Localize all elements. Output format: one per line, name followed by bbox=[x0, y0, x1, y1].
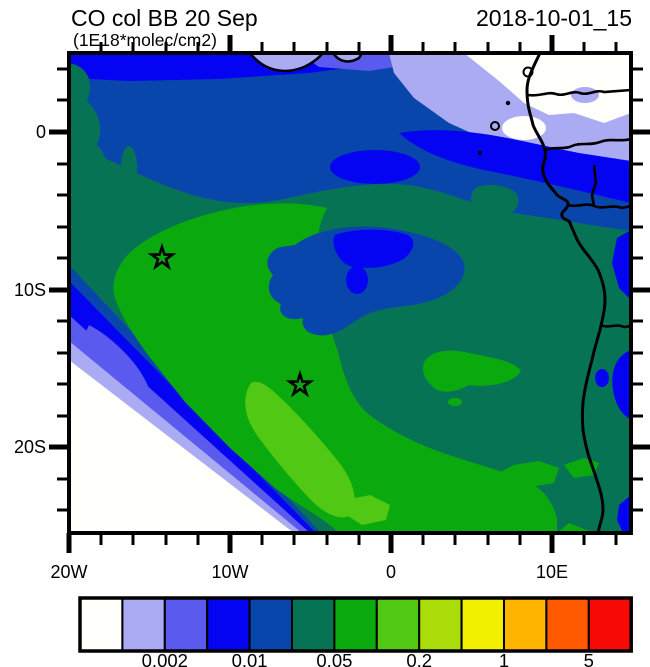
region-white-southwest bbox=[69, 360, 294, 533]
region-blue-spot-coast bbox=[595, 369, 609, 387]
region-teal-finger bbox=[154, 185, 174, 221]
island-sao-tome bbox=[490, 121, 500, 131]
border-line bbox=[599, 323, 631, 329]
region-blue-edge-patch bbox=[612, 230, 631, 300]
x-axis-minor-ticks-bottom bbox=[99, 533, 618, 545]
coastline-africa bbox=[525, 53, 607, 533]
colorbar-label-02: 0.2 bbox=[406, 650, 432, 667]
colorbar-cells bbox=[79, 597, 633, 652]
timestamp-label: 2018-10-01_15 bbox=[476, 5, 632, 31]
colorbar-labels: 0.002 0.01 0.05 0.2 1 5 bbox=[142, 650, 594, 667]
border-line bbox=[527, 88, 631, 97]
region-white-northeast bbox=[464, 53, 631, 123]
map-contour-regions bbox=[69, 53, 631, 533]
border-line bbox=[590, 164, 598, 207]
colorbar-cell bbox=[163, 597, 209, 652]
region-lavender-pocket bbox=[571, 87, 599, 103]
colorbar-label-1: 1 bbox=[499, 650, 509, 667]
region-blue-core bbox=[333, 229, 414, 268]
colorbar-cell bbox=[460, 597, 506, 652]
region-blue-spot bbox=[330, 150, 420, 184]
y-axis-minor-ticks-left bbox=[57, 67, 69, 512]
colorbar-cell bbox=[375, 597, 421, 652]
border-line bbox=[567, 203, 631, 210]
region-teal-patch-coast bbox=[471, 184, 519, 219]
colorbar: 0.002 0.01 0.05 0.2 1 5 bbox=[78, 596, 633, 667]
colorbar-label-5: 5 bbox=[584, 650, 594, 667]
region-white-patch bbox=[502, 116, 546, 140]
coastline-west-africa-dip bbox=[331, 53, 364, 63]
region-brightgreen-patch bbox=[345, 495, 390, 525]
colorbar-cell bbox=[248, 597, 294, 652]
y-axis-minor-ticks-right bbox=[631, 67, 643, 512]
border-line bbox=[544, 137, 631, 152]
region-blue-right-band bbox=[399, 130, 631, 203]
region-teal-left-fingers bbox=[69, 63, 112, 294]
region-teal-finger bbox=[121, 146, 137, 190]
star-marker-1 bbox=[147, 242, 177, 271]
y-axis-major-ticks-left bbox=[49, 129, 69, 450]
y-tick-label-10s: 10S bbox=[14, 280, 46, 300]
region-green-plume bbox=[113, 203, 557, 533]
x-tick-label-10e: 10E bbox=[536, 562, 568, 582]
colorbar-cell bbox=[121, 597, 166, 652]
colorbar-label-001: 0.01 bbox=[232, 650, 268, 667]
island-annobon bbox=[477, 150, 483, 156]
region-green-whale-blob bbox=[422, 350, 521, 392]
colorbar-label-005: 0.05 bbox=[316, 650, 352, 667]
region-green-patch-southeast bbox=[489, 461, 559, 488]
x-axis-major-ticks-top bbox=[227, 35, 555, 53]
region-blue-edge-patch bbox=[612, 350, 631, 420]
station-markers bbox=[147, 242, 315, 398]
colorbar-cell bbox=[206, 597, 251, 652]
region-brightgreen-core bbox=[245, 381, 355, 518]
island-principe bbox=[505, 100, 511, 106]
x-axis-major-ticks-bottom bbox=[66, 533, 555, 553]
island-bioko bbox=[522, 66, 534, 78]
region-green-wedge-bottom bbox=[557, 523, 594, 533]
axis-ticks bbox=[49, 35, 650, 553]
y-tick-label-20s: 20S bbox=[14, 437, 46, 457]
region-blue-edge-patch bbox=[617, 495, 631, 533]
colorbar-cell bbox=[503, 597, 548, 652]
x-axis-minor-ticks-top bbox=[99, 42, 618, 53]
colorbar-cell bbox=[79, 597, 124, 652]
x-axis-labels: 20W 10W 0 10E bbox=[50, 562, 568, 582]
colorbar-label-0002: 0.002 bbox=[142, 650, 188, 667]
country-borders bbox=[527, 88, 631, 329]
region-green-dot bbox=[448, 398, 462, 406]
y-tick-label-0: 0 bbox=[36, 122, 46, 142]
colorbar-cell bbox=[418, 597, 463, 652]
x-tick-label-10w: 10W bbox=[211, 562, 248, 582]
plot-title: CO col BB 20 Sep bbox=[71, 5, 258, 31]
map-frame bbox=[67, 51, 633, 535]
y-axis-labels: 0 10S 20S bbox=[14, 122, 46, 457]
region-blue-core-lobe bbox=[346, 266, 368, 294]
units-label: (1E18*molec/cm2) bbox=[73, 30, 217, 50]
y-axis-major-ticks-right bbox=[631, 129, 650, 450]
colorbar-cell bbox=[587, 597, 633, 652]
star-marker-2 bbox=[285, 369, 315, 398]
colorbar-cell bbox=[545, 597, 590, 652]
x-tick-label-0: 0 bbox=[386, 562, 396, 582]
x-tick-label-20w: 20W bbox=[50, 562, 87, 582]
islands bbox=[477, 66, 534, 156]
colorbar-cell bbox=[333, 597, 378, 652]
colorbar-cell bbox=[291, 597, 336, 652]
colorbar-outline bbox=[78, 596, 633, 653]
